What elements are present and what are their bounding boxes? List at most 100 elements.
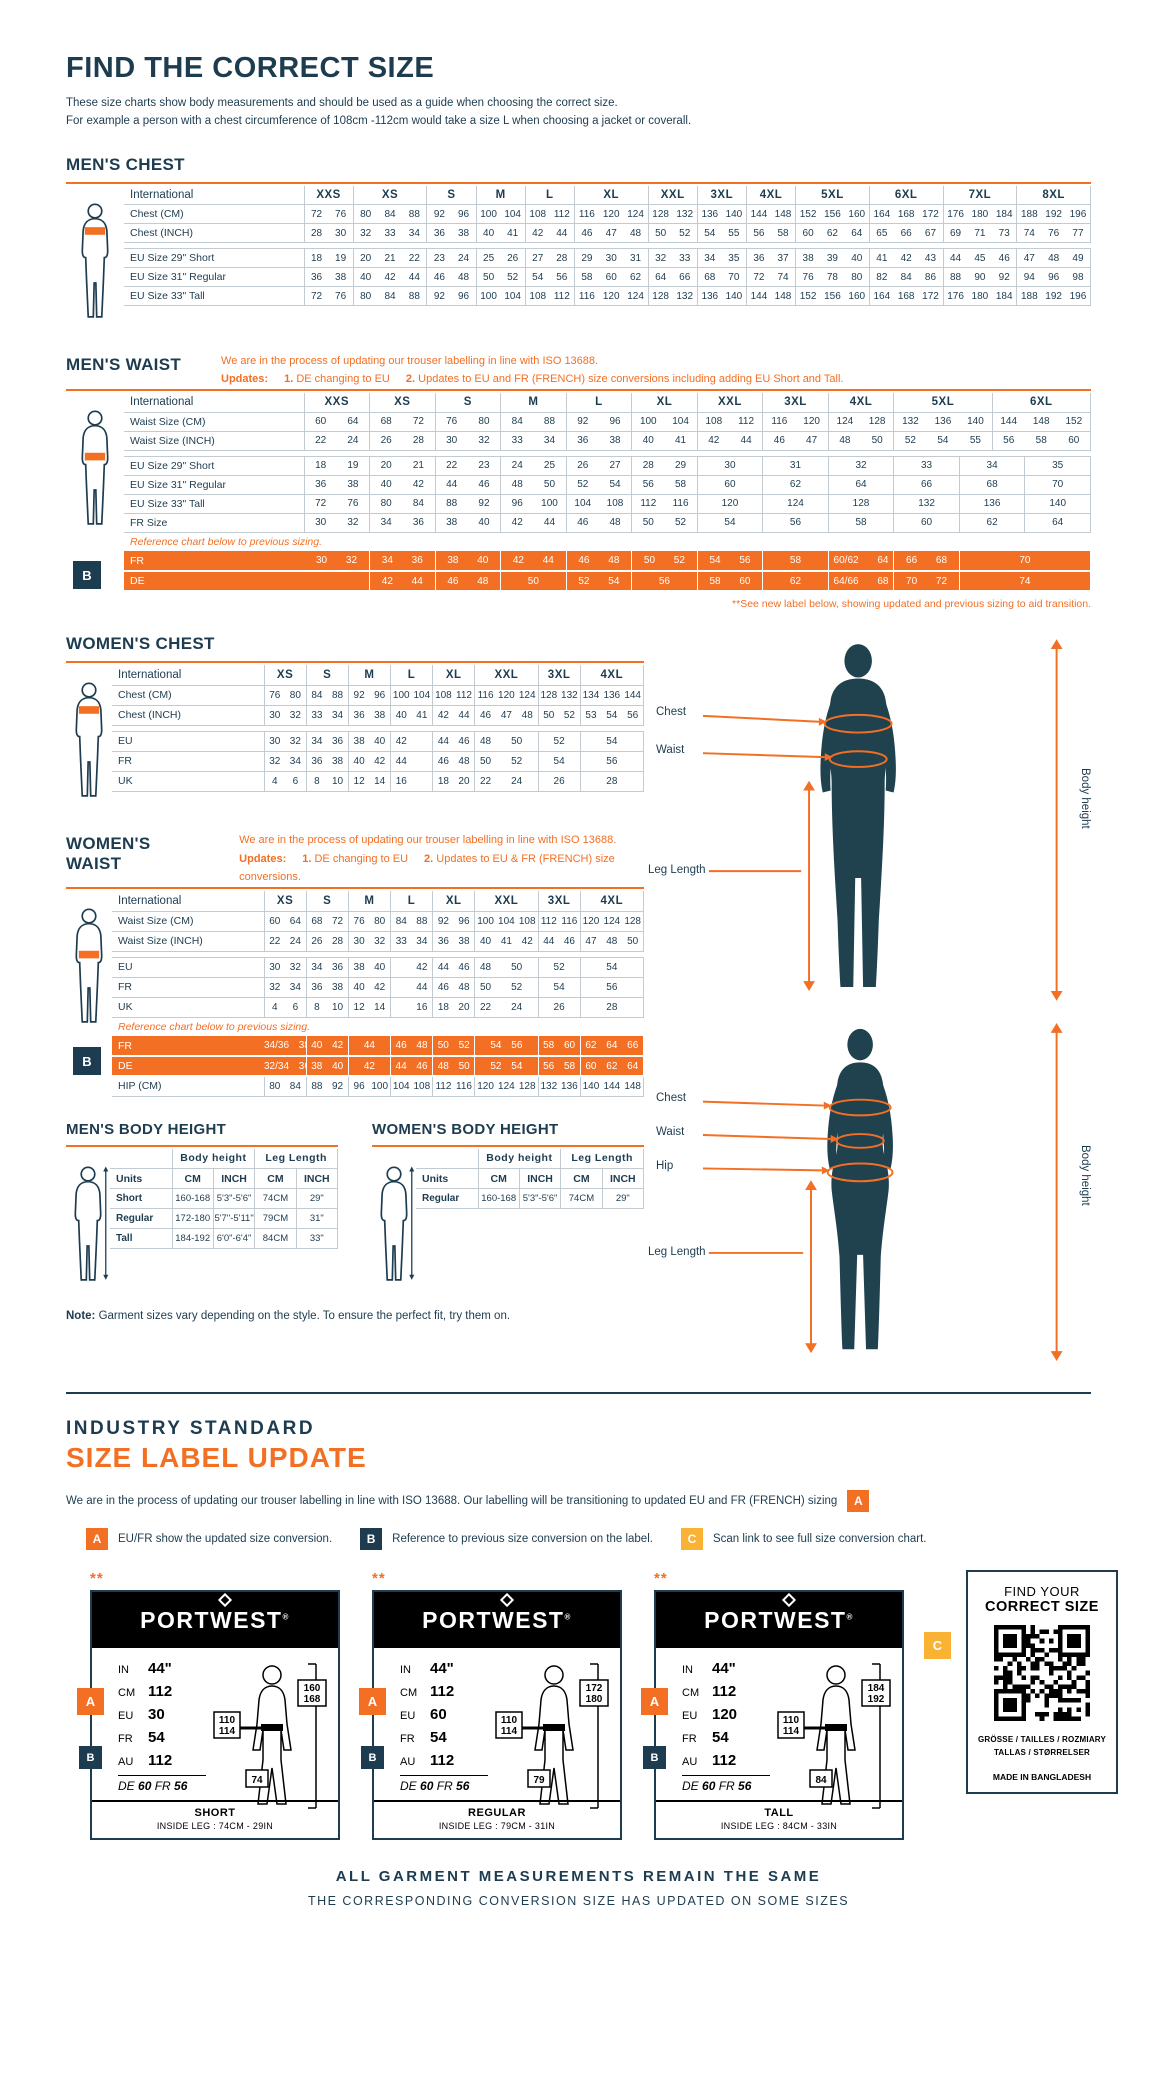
size-cell: 64 bbox=[1024, 513, 1091, 533]
mens-chest-table: International XXS XS S M L XL XXL 3XL 4XL 5XL 6XL 7X… bbox=[66, 181, 1091, 331]
size-cell: 104 bbox=[664, 412, 698, 432]
man-chest-label: Chest bbox=[656, 706, 687, 718]
size-cell: 24 bbox=[500, 456, 534, 476]
size-cell: 96 bbox=[598, 412, 633, 432]
size-cell: 104 bbox=[500, 204, 526, 225]
size-cell: 14 bbox=[369, 997, 391, 1018]
size-cell bbox=[411, 771, 434, 792]
size-cell: 124 bbox=[495, 1076, 517, 1097]
size-cell: 36 bbox=[306, 751, 328, 772]
size-cell: 42 bbox=[377, 267, 403, 288]
size-cell: 34 bbox=[959, 456, 1026, 476]
size-cell: 74 bbox=[770, 267, 797, 288]
size-cell: 55 bbox=[721, 223, 747, 244]
size-cell: 66 bbox=[893, 475, 960, 495]
row-label: UK bbox=[112, 997, 265, 1018]
size-cell: 38 bbox=[336, 475, 371, 495]
row-label: Short bbox=[110, 1188, 173, 1210]
size-cell: 27 bbox=[525, 248, 550, 269]
size-cell: 120 bbox=[795, 412, 829, 432]
size-cell: 38 bbox=[598, 431, 633, 451]
size-table: International XS S M L XL XXL 3XL 4XL Waist Size … bbox=[112, 891, 645, 1097]
size-cell: 50 52 bbox=[631, 551, 698, 572]
size-cell: 46 bbox=[474, 705, 496, 726]
size-cell: 80 bbox=[285, 685, 307, 706]
size-cell: 68 bbox=[697, 267, 722, 288]
size-cell: 18 bbox=[432, 997, 454, 1018]
size-cell: 32 bbox=[648, 248, 673, 269]
size-cell: 88 bbox=[327, 685, 349, 706]
portwest-logo: PORTWEST ® bbox=[704, 1592, 854, 1634]
size-cell: 36 bbox=[426, 223, 452, 244]
transition-stars: ** bbox=[90, 1570, 104, 1587]
label-body: IN 44" CM 112 EU 30 FR 54 AU 112 DE 60 FR 56 110 114… bbox=[92, 1648, 338, 1809]
womens-waist-heading: WOMEN'S WAIST bbox=[66, 834, 151, 873]
size-cell: 50 bbox=[495, 731, 539, 752]
size-cell: 38 bbox=[451, 223, 477, 244]
size-cell: 32 bbox=[353, 223, 378, 244]
size-cell: 68 bbox=[959, 475, 1026, 495]
size-cell: 24 bbox=[451, 248, 477, 269]
size-cell: 24 bbox=[285, 931, 307, 952]
unit-value: 44" bbox=[712, 1660, 736, 1677]
womens-chest-figure-icon bbox=[66, 665, 112, 810]
size-cell: 120 bbox=[474, 1076, 496, 1097]
mens-waist-section: MEN'S WAIST We are in the process of upd… bbox=[66, 355, 1092, 610]
registered-mark: ® bbox=[846, 1611, 854, 1621]
de-label: DE bbox=[118, 1779, 139, 1793]
size-cell: 140 bbox=[721, 204, 747, 225]
size-cell: 22 bbox=[474, 771, 496, 792]
size-cell: 22 bbox=[474, 997, 496, 1018]
unit-value: 44" bbox=[430, 1660, 454, 1677]
size-cell: 70 bbox=[1024, 475, 1091, 495]
size-cell: 42 bbox=[432, 705, 454, 726]
size-cell: 24 bbox=[495, 771, 539, 792]
size-cell: 98 bbox=[1065, 267, 1091, 288]
size-cell: 34/36 38 bbox=[264, 1036, 307, 1058]
size-cell: 38 bbox=[435, 513, 468, 533]
size-cell: 84 bbox=[377, 204, 403, 225]
size-cell: 56 bbox=[631, 475, 665, 495]
label-a-badge: A bbox=[77, 1688, 104, 1715]
size-cell: 56 bbox=[762, 513, 829, 533]
label-footer: SHORT INSIDE LEG : 74CM - 29IN bbox=[92, 1800, 338, 1838]
size-cell: 22 bbox=[264, 931, 286, 952]
size-cell: 74 bbox=[1016, 223, 1042, 244]
unit-label: CM bbox=[400, 1687, 418, 1699]
size-cell: 44 bbox=[402, 267, 428, 288]
size-cell: 136 bbox=[697, 286, 722, 307]
brand-header: PORTWEST ® bbox=[92, 1592, 338, 1648]
de-value: 60 bbox=[702, 1779, 716, 1793]
size-cell: 144 bbox=[746, 204, 771, 225]
size-cell: 46 bbox=[992, 248, 1018, 269]
size-cell: 42 bbox=[348, 1056, 391, 1078]
size-cell: 80 bbox=[844, 267, 870, 288]
unit-header: CM bbox=[254, 1168, 297, 1190]
size-cell: 41 bbox=[500, 223, 526, 244]
size-cell: 38 bbox=[348, 957, 370, 978]
size-table: Body height Leg Length Units CM INCH CM INCH Re… bbox=[416, 1148, 645, 1210]
size-cell: 62 bbox=[762, 475, 829, 495]
size-cell: 41 bbox=[869, 248, 894, 269]
size-cell: 144 bbox=[746, 286, 771, 307]
size-group-header: Leg Length bbox=[560, 1148, 644, 1170]
find-your-label: FIND YOUR bbox=[1004, 1584, 1080, 1599]
size-cell: 104 bbox=[411, 685, 434, 706]
label-c-badge: C bbox=[680, 1528, 703, 1550]
corner-label: International bbox=[124, 185, 305, 206]
size-group-header: Leg Length bbox=[254, 1148, 338, 1170]
womens-chest-section: WOMEN'S CHEST International XS S M L XL XXL 3XL… bbox=[66, 634, 645, 810]
size-cell: 4 bbox=[264, 771, 286, 792]
size-cell: 50 bbox=[474, 977, 496, 998]
size-cell: 32 bbox=[285, 705, 307, 726]
unit-value: 54 bbox=[430, 1729, 447, 1746]
size-cell: 29 bbox=[664, 456, 698, 476]
size-cell: 36 bbox=[746, 248, 771, 269]
size-cell: 44 bbox=[432, 957, 454, 978]
size-cell: 54 bbox=[697, 513, 764, 533]
row-label: FR bbox=[112, 1036, 264, 1058]
size-cell: 84CM bbox=[254, 1228, 297, 1250]
fr-label: FR bbox=[151, 1779, 175, 1793]
size-cell: 73 bbox=[992, 223, 1018, 244]
fit-name: SHORT bbox=[194, 1807, 236, 1819]
